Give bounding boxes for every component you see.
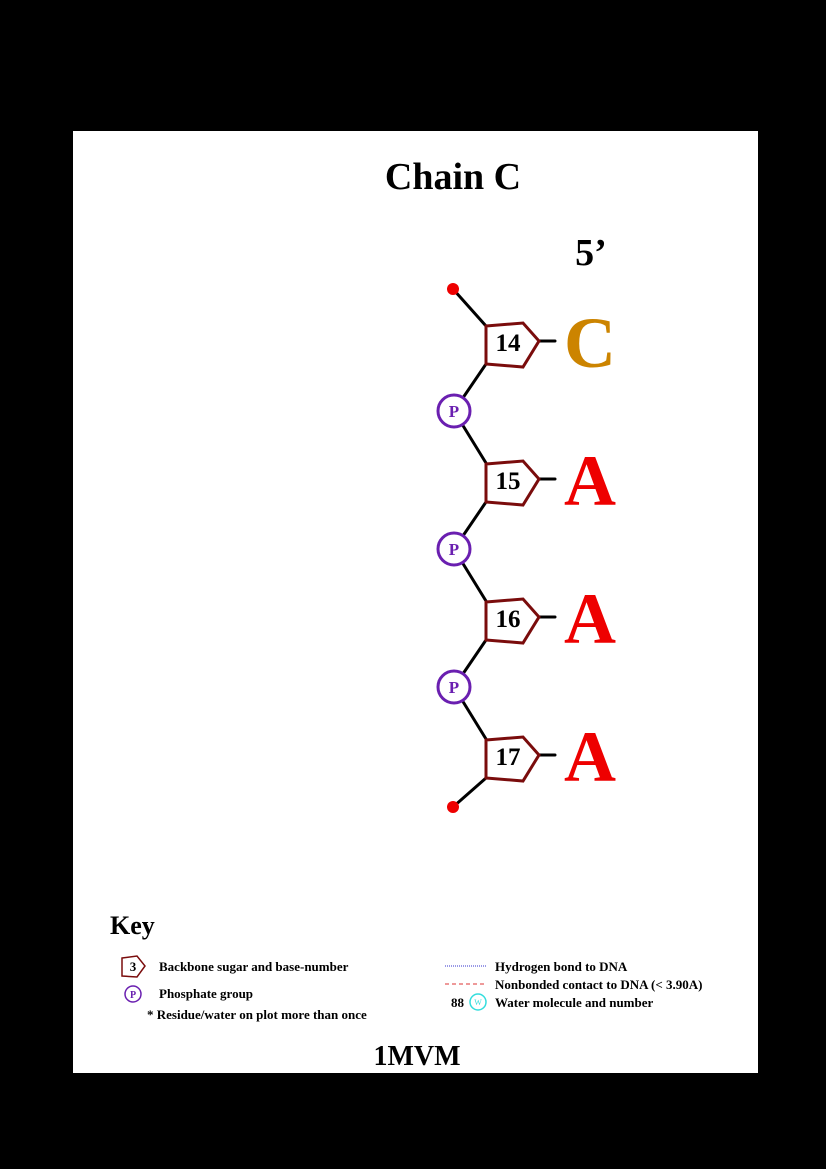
base-letter: A [564,717,616,797]
phosphate-circle [436,531,472,567]
key-duplicate-text: * Residue/water on plot more than once [147,1007,367,1022]
key-water-symbol: W [474,998,482,1007]
base-letter: A [564,441,616,521]
key-nonbonded-text: Nonbonded contact to DNA (< 3.90A) [495,977,702,992]
sugar-pentagon [484,321,541,369]
sugar-pentagon [484,597,541,645]
key-water-number: 88 [451,995,465,1010]
key-title: Key [110,911,155,940]
plot-page: Chain C 5’ 14 C 15 A 16 A 17 A [73,131,758,1073]
phosphate-label: P [449,402,459,421]
residue-15: 15 A [484,441,616,521]
key-water-icon [469,993,487,1011]
phosphate-label: P [449,540,459,559]
key-phosphate-symbol: P [130,990,136,1001]
sugar-pentagon [484,735,541,783]
residue-16: 16 A [484,579,616,659]
phosphate-3: P [436,669,472,705]
key-sugar-icon [121,955,146,978]
phosphate-2: P [436,531,472,567]
residue-17: 17 A [484,717,616,797]
sugar-pentagon [484,459,541,507]
key-phosphate-icon [124,985,142,1003]
phosphate-label: P [449,678,459,697]
residue-number: 15 [496,468,521,495]
key-water-text: Water molecule and number [495,995,654,1010]
bond-terminal-bottom [451,776,488,809]
key-legend: Key 3 Backbone sugar and base-number P P… [110,911,702,1022]
base-letter: C [564,303,616,383]
pdb-id: 1MVM [373,1041,460,1072]
key-sugar-text: Backbone sugar and base-number [159,959,349,974]
key-sugar-number: 3 [130,959,137,974]
dna-plot: Chain C 5’ 14 C 15 A 16 A 17 A [110,156,702,1072]
key-phosphate-text: Phosphate group [159,986,253,1001]
five-prime-label: 5’ [575,232,607,274]
terminal-atom-top [447,283,459,295]
phosphate-circle [436,393,472,429]
residue-number: 16 [496,606,521,633]
base-letter: A [564,579,616,659]
phosphate-1: P [436,393,472,429]
residue-number: 17 [496,744,521,771]
phosphate-circle [436,669,472,705]
chain-title: Chain C [385,156,521,198]
residue-number: 14 [496,330,522,357]
residue-14: 14 C [484,303,616,383]
terminal-atom-bottom [447,801,459,813]
key-hbond-text: Hydrogen bond to DNA [495,959,628,974]
bond-terminal-top [451,287,488,328]
